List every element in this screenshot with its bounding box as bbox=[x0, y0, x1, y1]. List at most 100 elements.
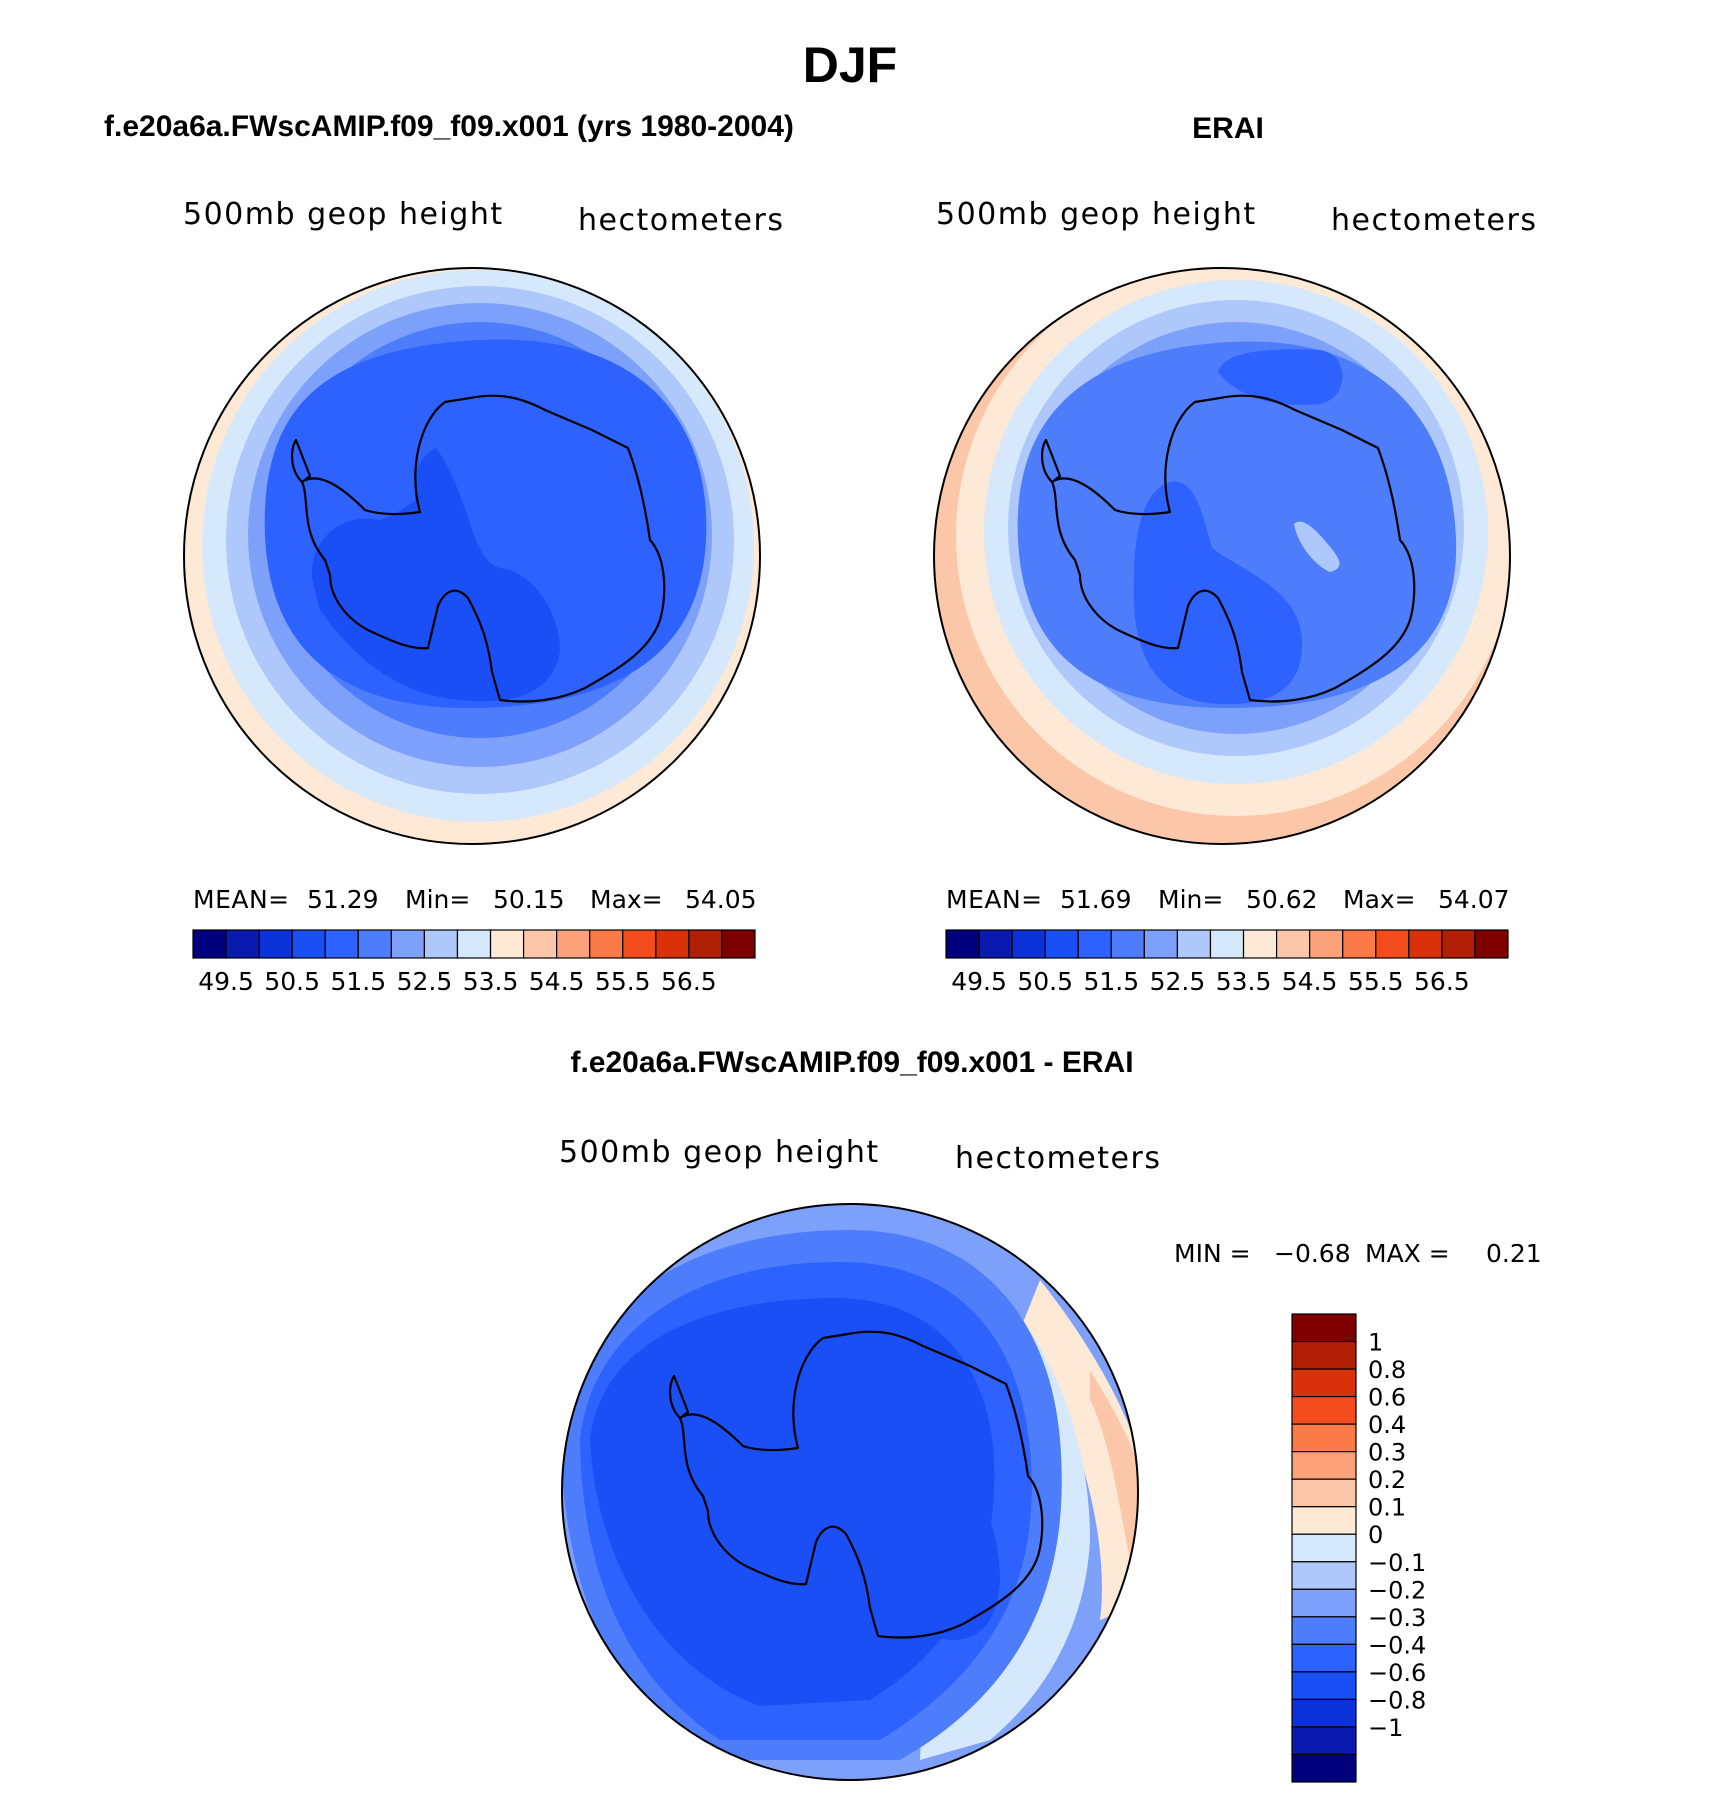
panel-diff-peninsula bbox=[668, 1374, 690, 1420]
colorbar-box bbox=[1441, 929, 1476, 959]
colorbar-tick-label: 52.5 bbox=[1150, 967, 1206, 996]
colorbar-tick-label: 56.5 bbox=[661, 967, 717, 996]
panel-model-title: f.e20a6a.FWscAMIP.f09_f09.x001 (yrs 1980… bbox=[104, 110, 794, 143]
panel-diff-low-north bbox=[670, 1355, 753, 1406]
panel-obs-min-label: Min= bbox=[1158, 885, 1223, 914]
colorbar-tick-label: 50.5 bbox=[264, 967, 320, 996]
colorbar-box bbox=[357, 929, 392, 959]
panel-model-max-value: 54.05 bbox=[685, 885, 757, 914]
colorbar-box bbox=[945, 929, 980, 959]
panel-obs-map-border bbox=[933, 267, 1511, 845]
panel-obs-coastline bbox=[1040, 394, 1416, 703]
colorbar-tick-label: 0.1 bbox=[1368, 1494, 1406, 1522]
colorbar-box bbox=[1291, 1753, 1357, 1783]
colorbar-box bbox=[456, 929, 492, 959]
colorbar-box bbox=[1242, 929, 1278, 959]
colorbar-box bbox=[622, 929, 657, 959]
panel-diff-antarctica-outline bbox=[678, 1330, 1044, 1639]
colorbar-box bbox=[721, 929, 756, 959]
panel-diff-stats: MIN = −0.68 MAX = 0.21 bbox=[1174, 1239, 1542, 1268]
colorbar-box bbox=[192, 929, 227, 959]
panel-diff: f.e20a6a.FWscAMIP.f09_f09.x001 - ERAI 50… bbox=[559, 1046, 1542, 1783]
colorbar-box bbox=[390, 929, 426, 959]
colorbar-tick-label: 54.5 bbox=[1282, 967, 1338, 996]
panel-diff-low-east bbox=[890, 1430, 1000, 1640]
colorbar-box bbox=[1291, 1643, 1357, 1673]
colorbar-box bbox=[1275, 929, 1311, 959]
colorbar-box bbox=[1291, 1561, 1357, 1590]
panel-obs-variable: 500mb geop height bbox=[936, 197, 1257, 232]
colorbar-box bbox=[1209, 929, 1245, 959]
colorbar-tick-label: 1 bbox=[1368, 1329, 1383, 1357]
colorbar-tick-label: 0.2 bbox=[1368, 1466, 1406, 1494]
colorbar-box bbox=[324, 929, 359, 959]
colorbar-box bbox=[1291, 1698, 1357, 1728]
panel-diff-low-west bbox=[647, 1530, 791, 1663]
colorbar-box bbox=[1143, 929, 1179, 959]
colorbar-box bbox=[1291, 1340, 1357, 1370]
colorbar-box bbox=[225, 929, 260, 959]
colorbar-box bbox=[978, 929, 1013, 959]
panel-diff-colorbar: 10.80.60.40.30.20.10−0.1−0.2−0.3−0.4−0.6… bbox=[1291, 1313, 1426, 1783]
colorbar-box bbox=[1077, 929, 1112, 959]
colorbar-box bbox=[291, 929, 326, 959]
panel-obs-colorbar: 49.5 50.5 51.5 52.5 53.5 54.5 55.5 56.5 bbox=[945, 929, 1509, 996]
colorbar-box bbox=[1291, 1588, 1357, 1618]
colorbar-box bbox=[489, 929, 525, 959]
colorbar-box bbox=[1474, 929, 1509, 959]
panel-model-center-low bbox=[311, 448, 560, 702]
colorbar-box bbox=[1176, 929, 1212, 959]
colorbar-box bbox=[1291, 1478, 1357, 1508]
panel-diff-min-value: −0.68 bbox=[1274, 1239, 1351, 1268]
colorbar-box bbox=[1291, 1313, 1357, 1343]
panel-diff-map bbox=[562, 1204, 1138, 1780]
panel-model: f.e20a6a.FWscAMIP.f09_f09.x001 (yrs 1980… bbox=[104, 110, 794, 845]
colorbar-tick-label: −1 bbox=[1368, 1714, 1403, 1742]
colorbar-box bbox=[1044, 929, 1079, 959]
colorbar-box bbox=[556, 929, 591, 959]
panel-obs: ERAI 500mb geop height hectometers bbox=[933, 112, 1537, 845]
panel-model-min-label: Min= bbox=[405, 885, 470, 914]
panel-obs-map bbox=[934, 268, 1510, 844]
colorbar-box bbox=[1291, 1533, 1357, 1563]
colorbar-tick-label: 51.5 bbox=[1083, 967, 1139, 996]
colorbar-tick-label: 0.6 bbox=[1368, 1384, 1406, 1412]
colorbar-box bbox=[1110, 929, 1145, 959]
colorbar-box bbox=[1291, 1506, 1357, 1535]
colorbar-tick-label: 52.5 bbox=[397, 967, 453, 996]
panel-obs-max-value: 54.07 bbox=[1438, 885, 1510, 914]
colorbar-tick-label: 54.5 bbox=[529, 967, 585, 996]
colorbar-box bbox=[1291, 1368, 1357, 1398]
panel-model-peninsula bbox=[290, 438, 312, 484]
colorbar-tick-label: 0.4 bbox=[1368, 1411, 1406, 1439]
colorbar-box bbox=[688, 929, 723, 959]
colorbar-tick-label: 50.5 bbox=[1017, 967, 1073, 996]
colorbar-box bbox=[1375, 929, 1410, 959]
panel-model-stats: MEAN= 51.29 Min= 50.15 Max= 54.05 bbox=[193, 885, 757, 914]
colorbar-box bbox=[655, 929, 690, 959]
colorbar-box bbox=[1291, 1395, 1357, 1425]
panel-model-min-value: 50.15 bbox=[493, 885, 565, 914]
panel-obs-units: hectometers bbox=[1331, 203, 1537, 238]
panel-obs-peninsula bbox=[1040, 438, 1062, 484]
panel-model-map-border bbox=[183, 267, 761, 845]
colorbar-tick-label: 51.5 bbox=[330, 967, 386, 996]
panel-diff-min-label: MIN = bbox=[1174, 1239, 1251, 1268]
colorbar-box bbox=[1291, 1616, 1357, 1645]
colorbar-tick-label: 55.5 bbox=[595, 967, 651, 996]
panel-model-map bbox=[184, 268, 760, 844]
panel-model-colorbar: 49.5 50.5 51.5 52.5 53.5 54.5 55.5 56.5 bbox=[192, 929, 756, 996]
panel-model-coastline bbox=[290, 394, 666, 703]
colorbar-tick-label: 53.5 bbox=[1216, 967, 1272, 996]
panel-obs-antarctica-outline bbox=[1050, 394, 1416, 703]
colorbar-box bbox=[1342, 929, 1377, 959]
panel-diff-variable: 500mb geop height bbox=[559, 1135, 880, 1170]
panel-diff-map-border bbox=[561, 1203, 1139, 1781]
panel-obs-max-label: Max= bbox=[1343, 885, 1416, 914]
colorbar-box bbox=[258, 929, 293, 959]
colorbar-tick-label: −0.8 bbox=[1368, 1686, 1426, 1714]
colorbar-tick-label: 0 bbox=[1368, 1521, 1383, 1549]
colorbar-tick-label: −0.6 bbox=[1368, 1659, 1426, 1687]
panel-obs-min-value: 50.62 bbox=[1246, 885, 1318, 914]
